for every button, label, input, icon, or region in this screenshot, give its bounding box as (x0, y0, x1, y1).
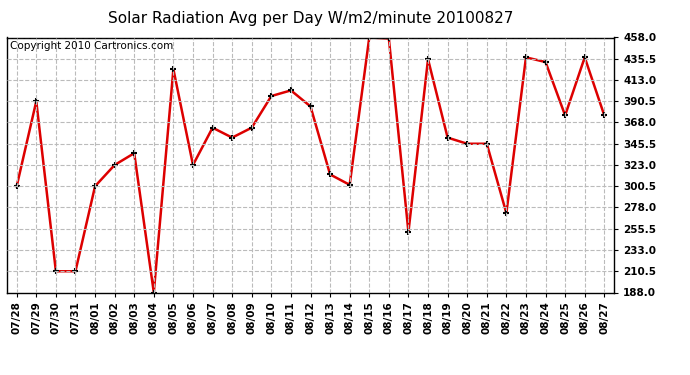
Text: Copyright 2010 Cartronics.com: Copyright 2010 Cartronics.com (10, 41, 173, 51)
Text: Solar Radiation Avg per Day W/m2/minute 20100827: Solar Radiation Avg per Day W/m2/minute … (108, 11, 513, 26)
